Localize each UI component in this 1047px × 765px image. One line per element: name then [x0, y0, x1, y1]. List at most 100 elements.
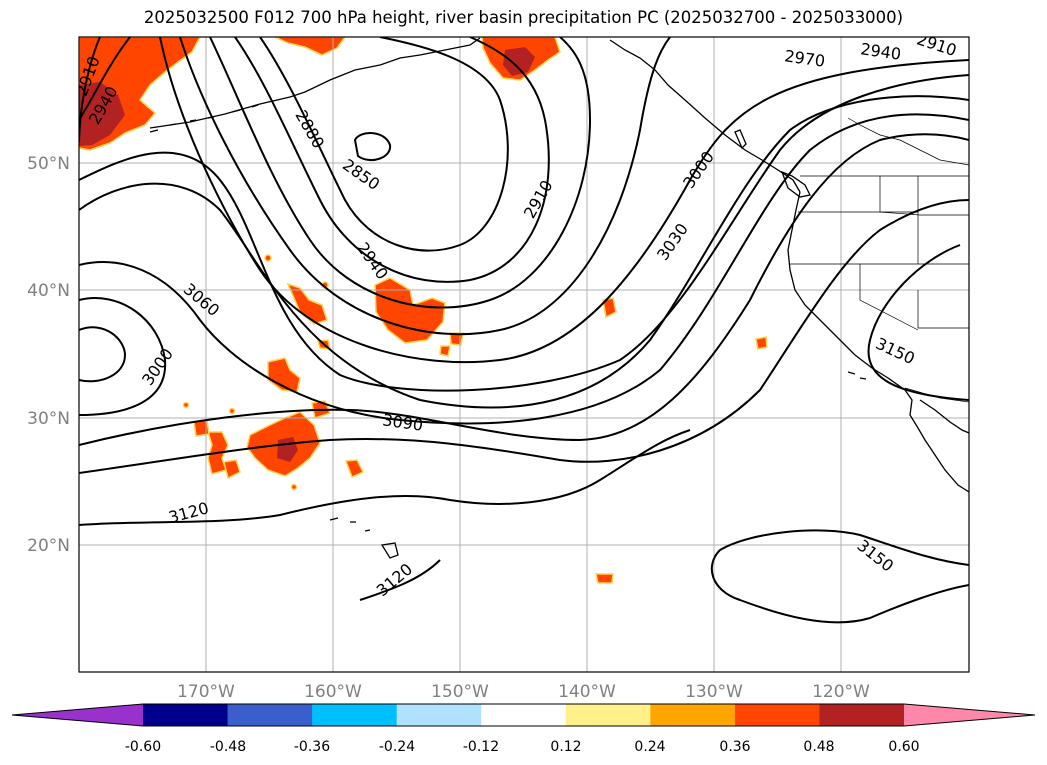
lon-label: 140°W — [558, 682, 616, 702]
nv-border — [859, 264, 919, 331]
precip-region-j — [755, 336, 768, 350]
precipitation-regions — [79, 37, 768, 584]
lat-label: 20°N — [27, 536, 70, 556]
colorbar-segment — [227, 704, 313, 726]
contour-3120-south — [79, 429, 691, 526]
haida-gwaii — [734, 129, 747, 150]
precip-region-mid — [374, 277, 446, 344]
contour-label: 2940 — [859, 39, 902, 63]
colorbar-segment — [819, 704, 905, 726]
colorbar-segment — [481, 704, 567, 726]
vancouver-island — [780, 170, 811, 198]
precip-dot — [290, 483, 298, 491]
graticule — [79, 37, 969, 672]
contour-label: 3090 — [381, 410, 424, 434]
colorbar-outline — [11, 703, 1036, 727]
colorbar — [11, 703, 1036, 727]
contour-labels: 2910 2940 2970 2940 2910 2880 2850 2910 … — [79, 29, 959, 600]
colorbar-tick-label: -0.48 — [210, 739, 246, 755]
contour-label: 2940 — [353, 239, 392, 283]
lon-label: 160°W — [304, 682, 362, 702]
aleutian-islands — [149, 104, 259, 133]
contour-label: 3000 — [138, 345, 177, 389]
lon-label: 130°W — [685, 682, 743, 702]
id-border — [879, 176, 919, 264]
colorbar-tick-label: 0.36 — [719, 739, 750, 755]
alaska-coast — [149, 37, 481, 129]
contour-2940 — [79, 37, 131, 121]
contour-3060 — [79, 113, 969, 425]
contour-3120-hawaii — [359, 559, 441, 601]
precip-region-k — [595, 573, 614, 584]
colorbar-extend-high — [904, 704, 1035, 726]
contour-2940 — [179, 37, 671, 336]
colorbar-segment — [312, 704, 398, 726]
baja-gulf-coast — [919, 399, 969, 434]
borders — [790, 117, 969, 403]
contour-label: 3030 — [653, 220, 692, 264]
mexico-border — [904, 387, 969, 403]
colorbar-tick-label: 0.60 — [888, 739, 919, 755]
contour-2880 — [234, 37, 550, 283]
precip-core-nw — [79, 82, 125, 146]
lat-label: 40°N — [27, 281, 70, 301]
precip-dot — [264, 254, 272, 262]
contour-3090 — [79, 133, 969, 446]
contour-label: 3150 — [853, 536, 897, 576]
contour-label: 2910 — [520, 177, 557, 222]
contour-label: 3000 — [679, 148, 718, 192]
contour-3000 — [79, 74, 969, 392]
precip-core-gulf — [503, 47, 535, 76]
map-title: 2025032500 F012 700 hPa height, river ba… — [143, 8, 904, 27]
colorbar-tick-label: -0.12 — [463, 739, 499, 755]
lon-label: 150°W — [431, 682, 489, 702]
longitude-labels: 170°W 160°W 150°W 140°W 130°W 120°W — [177, 682, 870, 702]
colorbar-segment — [143, 704, 229, 726]
map-panel: 2910 2940 2970 2940 2910 2880 2850 2910 … — [79, 29, 969, 672]
contour-3030 — [79, 95, 969, 409]
colorbar-segment — [565, 704, 651, 726]
colorbar-tick-label: 0.12 — [550, 739, 581, 755]
lon-label: 170°W — [177, 682, 235, 702]
se-alaska-coast — [609, 39, 801, 193]
contour-3030-low — [79, 297, 167, 416]
height-contours — [79, 37, 969, 624]
az-border — [917, 290, 969, 329]
contour-2910 — [209, 37, 592, 309]
lat-label: 50°N — [27, 154, 70, 174]
colorbar-tick-label: 0.24 — [634, 739, 665, 755]
latitude-labels: 50°N 40°N 30°N 20°N — [27, 154, 70, 556]
precip-region-f — [223, 459, 241, 480]
colorbar-tick-label: -0.24 — [379, 739, 415, 755]
contour-label: 2910 — [914, 29, 959, 60]
precip-region-mid-b — [439, 345, 451, 357]
precip-region-ne — [274, 37, 346, 56]
colorbar-tick-label: -0.36 — [294, 739, 330, 755]
contour-2850 — [259, 37, 509, 252]
canada-border — [847, 117, 969, 166]
colorbar-tick-label: 0.48 — [803, 739, 834, 755]
contour-label: 3060 — [180, 279, 223, 320]
precip-region-i — [602, 297, 617, 319]
wa-or-border — [798, 211, 969, 216]
colorbar-tick-label: -0.60 — [125, 739, 161, 755]
contour-3120 — [79, 199, 969, 474]
colorbar-segment — [650, 704, 736, 726]
contour-2910 — [79, 37, 101, 143]
colorbar-extend-low — [12, 704, 143, 726]
precip-dot — [228, 407, 236, 415]
colorbar-labels: -0.60 -0.48 -0.36 -0.24 -0.12 0.12 0.24 … — [125, 739, 920, 755]
contour-label: 2850 — [339, 155, 383, 194]
contour-label: 2880 — [291, 107, 328, 152]
colorbar-segment — [734, 704, 820, 726]
channel-islands — [847, 371, 867, 380]
colorbar-segment — [396, 704, 482, 726]
lat-label: 30°N — [27, 409, 70, 429]
contour-label: 3120 — [373, 559, 416, 600]
contour-label: 2970 — [783, 46, 826, 70]
contour-3150-south — [710, 529, 969, 624]
lon-label: 120°W — [812, 682, 870, 702]
west-coast — [787, 191, 969, 493]
contour-3000-low — [79, 326, 127, 383]
